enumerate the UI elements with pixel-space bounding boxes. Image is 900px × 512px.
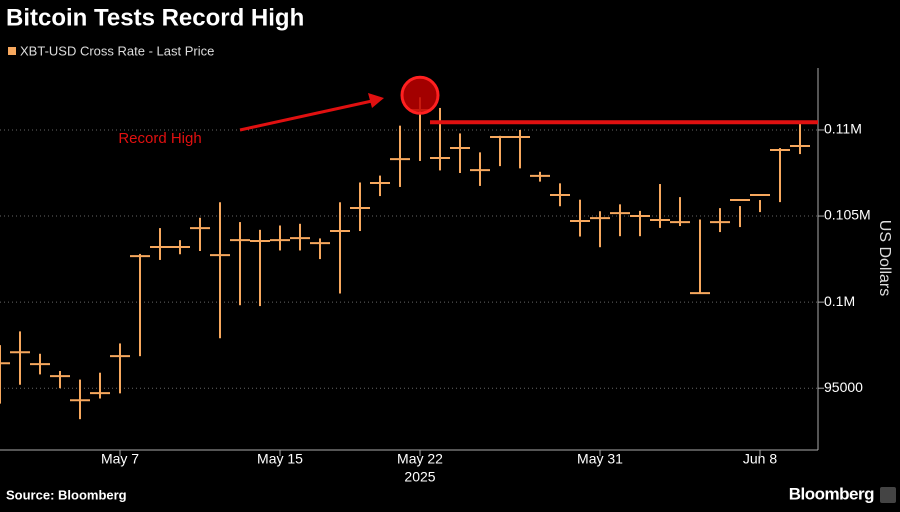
x-tick-label: Jun 8 (743, 451, 777, 467)
legend-label: XBT-USD Cross Rate - Last Price (20, 43, 214, 58)
y-tick-label: 95000 (824, 379, 863, 395)
x-tick-label: May 15 (257, 451, 303, 467)
annotation-arrowhead (368, 93, 384, 108)
source: Source: Bloomberg (6, 487, 127, 502)
y-tick-label: 0.11M (824, 121, 862, 137)
x-tick-label: May 7 (101, 451, 139, 467)
record-circle (400, 75, 440, 115)
y-axis-label: US Dollars (876, 220, 893, 296)
legend-swatch (8, 47, 16, 55)
x-tick-label: May 22 (397, 451, 443, 467)
y-tick-label: 0.105M (824, 207, 871, 223)
annotation: Record High (118, 130, 201, 147)
x-tick-label: May 31 (577, 451, 623, 467)
brand: Bloomberg (789, 484, 874, 503)
brand-icon (880, 487, 896, 503)
x-year-label: 2025 (404, 469, 435, 485)
chart-title: Bitcoin Tests Record High (6, 4, 304, 31)
annotation-arrow (239, 99, 373, 132)
y-tick-label: 0.1M (824, 293, 855, 309)
